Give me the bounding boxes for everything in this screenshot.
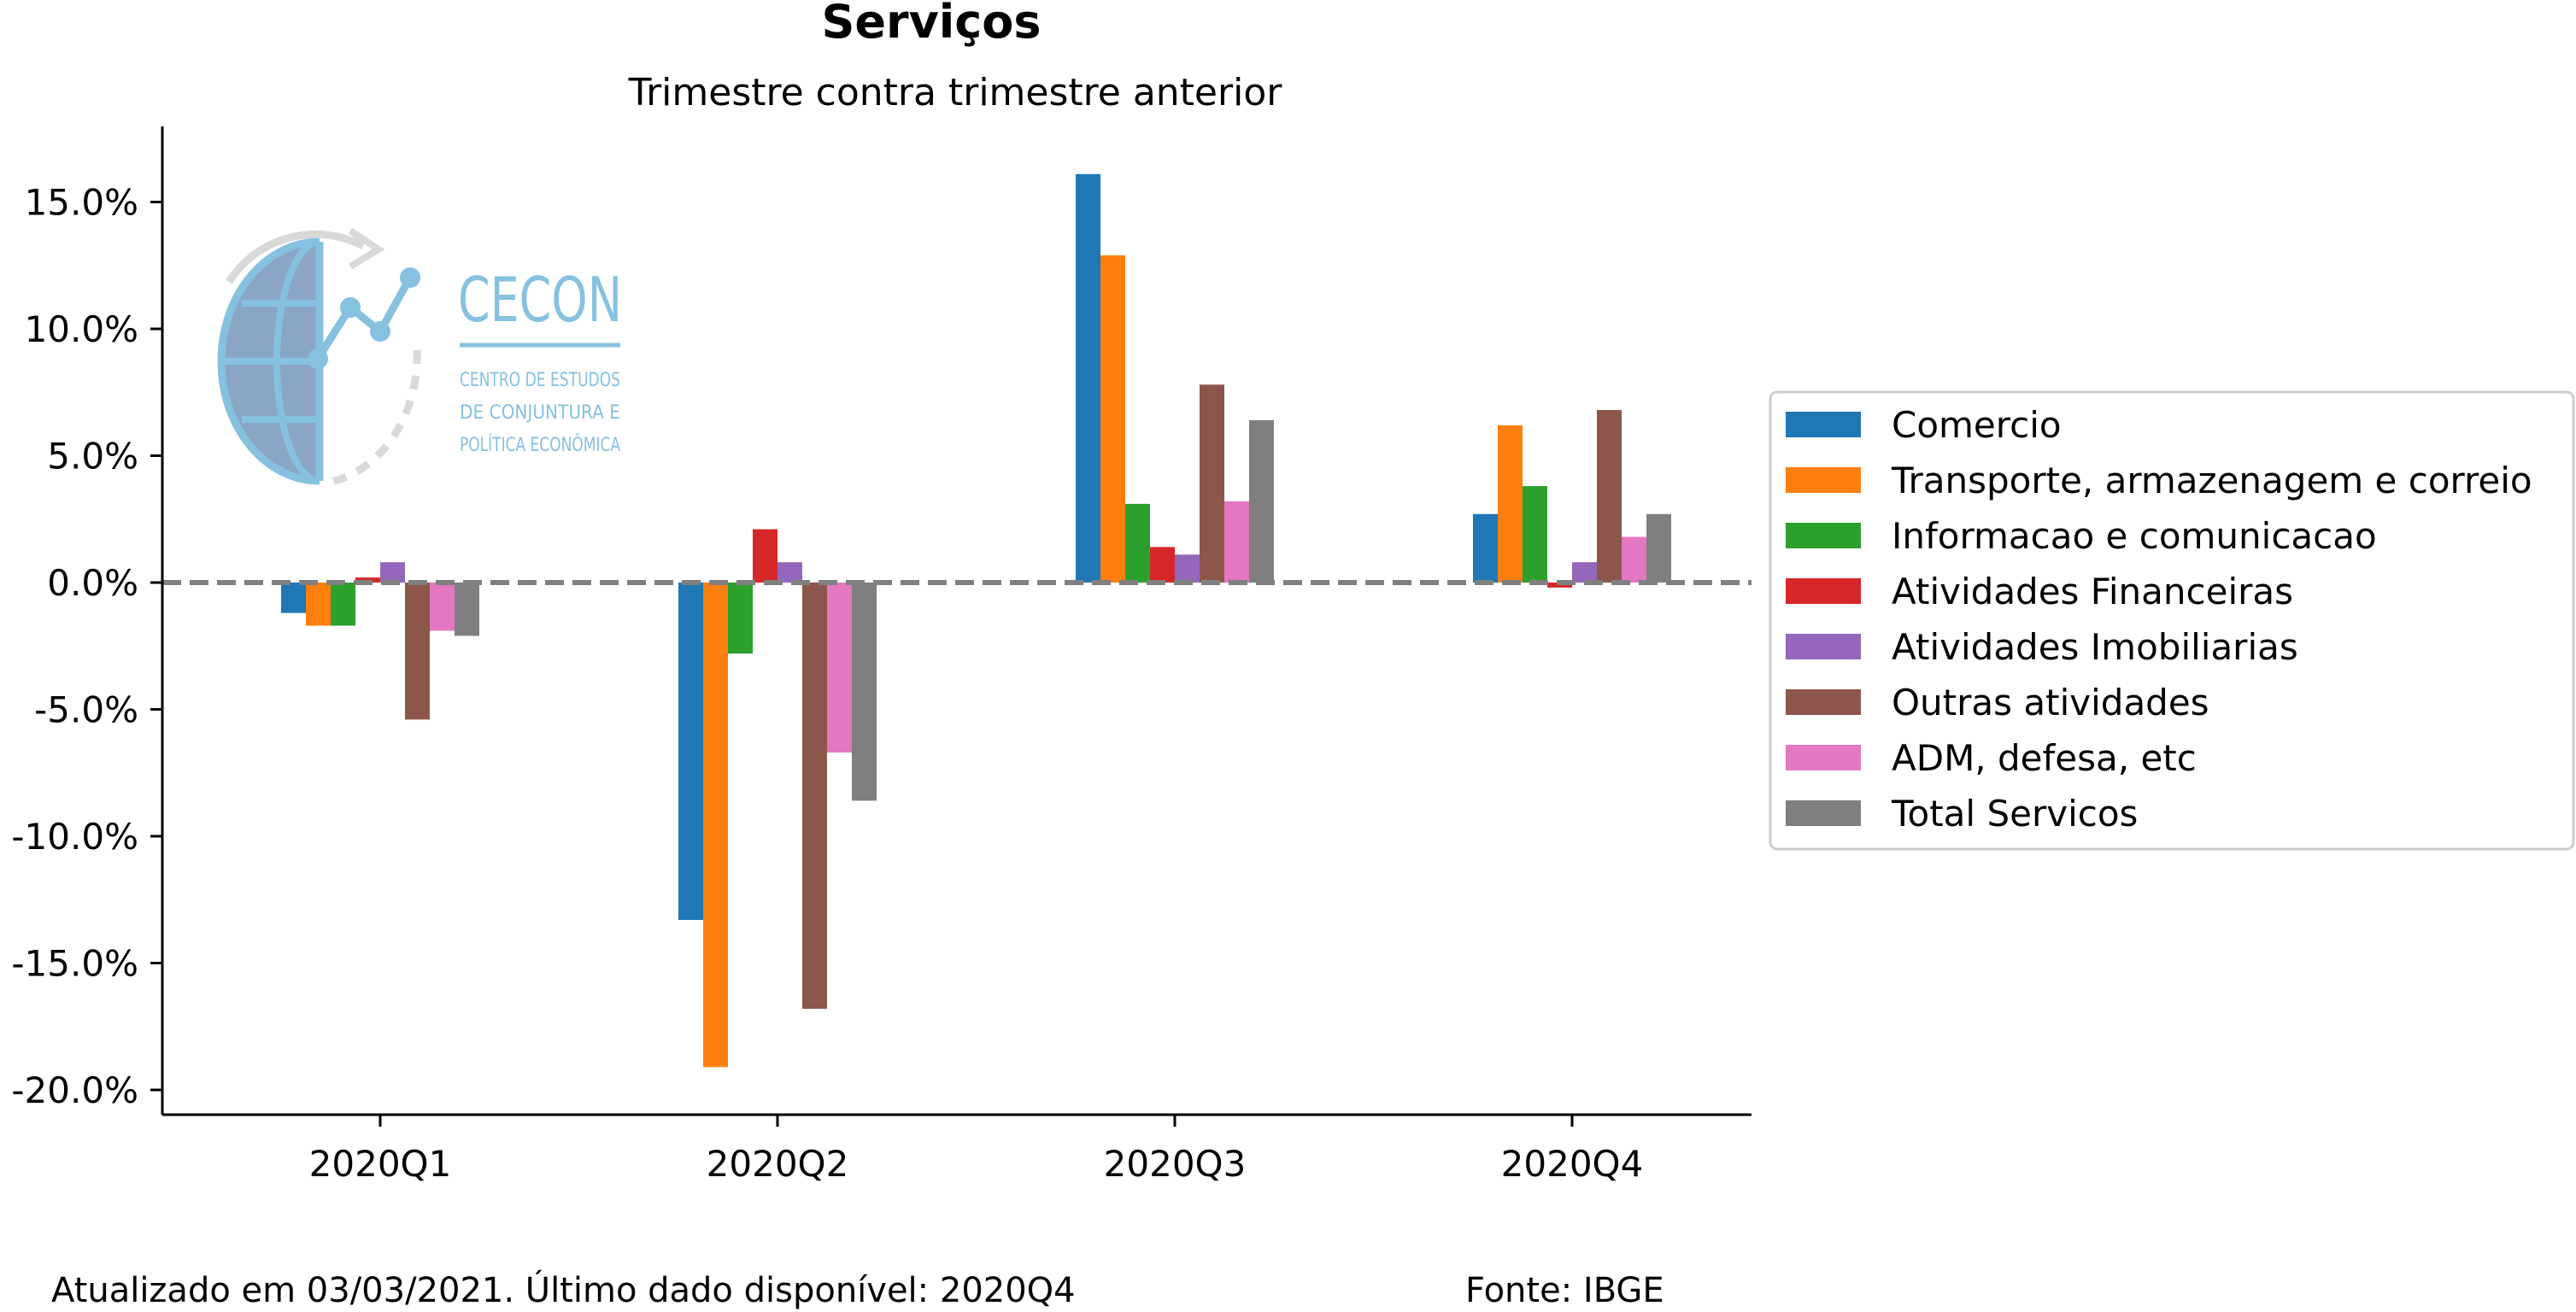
globe-icon: [217, 237, 324, 485]
bar-comercio-2020q3: [1076, 173, 1100, 583]
y-tick-label: 10.0%: [25, 308, 138, 350]
legend-label: Atividades Imobiliarias: [1892, 626, 2298, 668]
bar-transporte-armazenagem-e-correio-2020q1: [306, 583, 331, 626]
legend-swatch: [1786, 689, 1861, 715]
bar-atividades-imobiliarias-2020q1: [380, 562, 405, 583]
bar-comercio-2020q2: [678, 583, 703, 920]
logo-line-3: POLÍTICA ECONÔMICA: [460, 434, 620, 456]
logo-line-1: CENTRO DE ESTUDOS: [460, 370, 620, 391]
legend-label: Total Servicos: [1891, 793, 2138, 835]
y-ticks-group: 15.0% 10.0% 5.0% 0.0% -5.0% -10.0% -15.0% -20.0…: [11, 182, 162, 1111]
bar-adm-defesa-etc-2020q1: [430, 583, 455, 631]
legend-swatch: [1786, 745, 1861, 770]
bar-outras-atividades-2020q3: [1200, 384, 1224, 583]
legend-swatch: [1786, 578, 1861, 604]
bar-transporte-armazenagem-e-correio-2020q4: [1498, 425, 1523, 583]
chart-title: Serviços: [821, 0, 1041, 49]
bar-informacao-e-comunicacao-2020q2: [728, 583, 753, 654]
x-tick-label: 2020Q4: [1501, 1143, 1644, 1185]
bar-adm-defesa-etc-2020q3: [1224, 501, 1249, 583]
x-tick-label: 2020Q1: [309, 1143, 452, 1185]
legend-label: Atividades Financeiras: [1892, 571, 2293, 612]
bar-informacao-e-comunicacao-2020q1: [331, 583, 355, 626]
bars-group: [281, 173, 1671, 1068]
bar-informacao-e-comunicacao-2020q4: [1523, 486, 1547, 583]
y-tick-label: -15.0%: [11, 943, 138, 985]
x-tick-label: 2020Q3: [1104, 1143, 1247, 1185]
y-tick-label: -20.0%: [11, 1069, 138, 1111]
bar-adm-defesa-etc-2020q4: [1622, 536, 1646, 583]
logo-name: CECON: [458, 264, 622, 336]
bar-outras-atividades-2020q2: [802, 583, 827, 1009]
bar-atividades-financeiras-2020q3: [1150, 547, 1175, 583]
y-tick-label: -10.0%: [11, 816, 138, 858]
legend: Comercio Transporte, armazenagem e correi…: [1769, 390, 2575, 851]
bar-atividades-imobiliarias-2020q4: [1572, 562, 1597, 583]
y-tick-label: 15.0%: [25, 182, 138, 224]
y-tick-label: -5.0%: [34, 689, 138, 731]
bar-atividades-imobiliarias-2020q3: [1175, 554, 1200, 583]
bar-total-servicos-2020q2: [852, 583, 877, 801]
legend-label: Informacao e comunicacao: [1892, 515, 2377, 557]
bar-comercio-2020q4: [1473, 513, 1498, 583]
legend-swatch: [1786, 800, 1861, 826]
bar-outras-atividades-2020q1: [405, 583, 430, 720]
legend-label: Outras atividades: [1892, 682, 2209, 723]
bar-total-servicos-2020q3: [1249, 419, 1274, 583]
footer-source-text: Fonte: IBGE: [1465, 1271, 1664, 1310]
legend-label: Comercio: [1892, 404, 2062, 446]
logo-line-2: DE CONJUNTURA E: [460, 402, 620, 424]
bar-atividades-imobiliarias-2020q2: [777, 562, 802, 583]
legend-swatch: [1786, 467, 1861, 493]
bar-atividades-financeiras-2020q2: [753, 529, 777, 583]
trend-line-icon: [308, 267, 420, 369]
bar-outras-atividades-2020q4: [1597, 410, 1622, 583]
legend-swatch: [1786, 412, 1861, 437]
bar-adm-defesa-etc-2020q2: [827, 583, 852, 753]
y-tick-label: 0.0%: [47, 562, 138, 604]
legend-frame: [1769, 390, 2575, 851]
bar-total-servicos-2020q4: [1646, 513, 1671, 583]
chart-subtitle: Trimestre contra trimestre anterior: [628, 71, 1283, 114]
bar-transporte-armazenagem-e-correio-2020q3: [1100, 255, 1125, 583]
axes-group: [161, 126, 1752, 1116]
circular-arrow-icon: [226, 227, 421, 488]
x-ticks-group: 2020Q1 2020Q2 2020Q3 2020Q4: [309, 1115, 1644, 1185]
legend-swatch: [1786, 634, 1861, 659]
y-tick-label: 5.0%: [47, 436, 138, 477]
bar-informacao-e-comunicacao-2020q3: [1125, 503, 1150, 583]
legend-label: ADM, defesa, etc: [1892, 737, 2197, 779]
bar-comercio-2020q1: [281, 583, 306, 613]
bar-transporte-armazenagem-e-correio-2020q2: [703, 583, 728, 1068]
legend-label: Transporte, armazenagem e correio: [1891, 460, 2532, 501]
bar-total-servicos-2020q1: [455, 583, 479, 636]
cecon-logo: CECON CENTRO DE ESTUDOS DE CONJUNTURA E …: [217, 227, 622, 488]
legend-swatch: [1786, 523, 1861, 548]
footer-updated-text: Atualizado em 03/03/2021. Último dado di…: [51, 1269, 1076, 1310]
x-tick-label: 2020Q2: [707, 1143, 849, 1185]
